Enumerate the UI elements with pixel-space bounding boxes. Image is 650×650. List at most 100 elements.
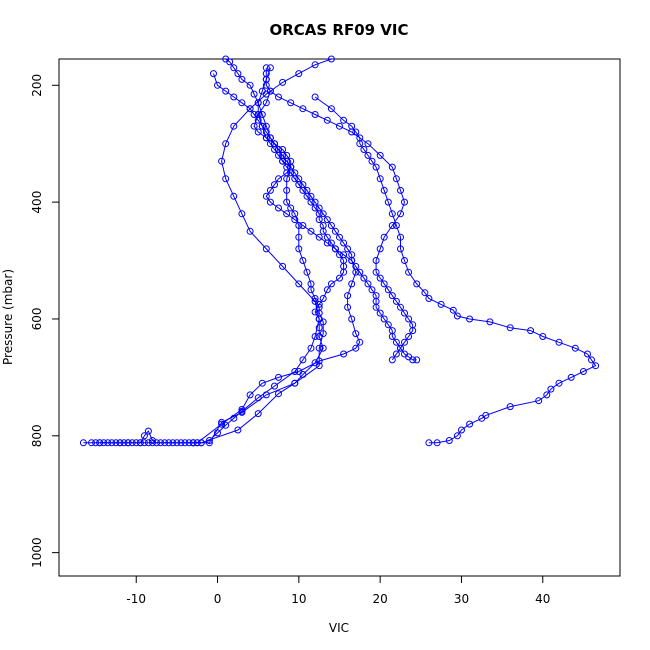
data-point — [380, 315, 388, 323]
data-point — [409, 321, 417, 329]
data-point — [368, 157, 376, 165]
data-point — [279, 262, 287, 270]
data-point — [311, 93, 319, 101]
data-point — [360, 146, 368, 153]
data-point — [303, 186, 311, 194]
data-point — [384, 198, 392, 206]
data-point — [230, 192, 238, 200]
data-point — [128, 439, 136, 447]
data-point — [356, 338, 364, 346]
data-point — [124, 439, 132, 447]
data-point — [380, 186, 388, 194]
data-point — [315, 315, 323, 323]
data-point — [340, 116, 348, 124]
series — [193, 87, 364, 447]
data-point — [384, 286, 392, 294]
data-point — [214, 81, 221, 89]
data-point — [92, 439, 100, 447]
data-point — [238, 75, 246, 83]
data-point — [376, 175, 384, 183]
data-point — [262, 192, 270, 200]
data-point — [234, 70, 242, 78]
data-point — [405, 268, 413, 276]
data-point — [266, 198, 274, 206]
data-point — [266, 186, 274, 194]
data-point — [433, 439, 441, 447]
data-point — [315, 300, 323, 308]
data-point — [315, 233, 323, 241]
data-point — [96, 439, 104, 447]
x-axis: -10 0 10 20 30 40 — [126, 576, 550, 606]
series-line — [83, 58, 332, 444]
data-point — [331, 245, 339, 253]
data-point — [315, 333, 323, 340]
data-point — [356, 268, 364, 276]
data-point — [401, 198, 408, 206]
data-point — [401, 309, 408, 317]
data-point — [222, 55, 230, 63]
series-line — [196, 90, 361, 444]
data-point — [352, 330, 360, 338]
data-point — [144, 427, 152, 435]
data-point — [401, 257, 408, 264]
data-point — [579, 368, 587, 375]
x-tick-label: 10 — [291, 592, 306, 606]
data-point — [405, 333, 413, 340]
series — [311, 93, 600, 447]
data-point — [283, 186, 291, 194]
data-point — [336, 233, 343, 241]
data-point — [364, 151, 372, 159]
data-point — [307, 280, 315, 288]
data-point — [401, 338, 408, 346]
data-point — [271, 181, 278, 189]
data-point — [336, 122, 343, 130]
data-point — [315, 357, 323, 365]
data-point — [388, 356, 396, 364]
y-axis: 200 400 600 800 1000 — [30, 74, 59, 568]
data-point — [287, 163, 295, 171]
data-point — [323, 116, 331, 124]
data-point — [262, 99, 270, 107]
y-tick-label: 600 — [30, 308, 44, 331]
data-point — [319, 344, 327, 352]
data-point — [79, 439, 87, 447]
data-point — [258, 87, 266, 95]
data-point — [307, 227, 315, 235]
data-point — [279, 151, 287, 159]
data-point — [246, 81, 254, 89]
data-point — [425, 295, 433, 302]
data-point — [271, 382, 278, 390]
data-point — [283, 169, 291, 177]
data-point — [254, 99, 262, 107]
data-point — [376, 309, 384, 317]
data-point — [283, 210, 291, 218]
data-point — [275, 93, 282, 101]
data-point — [348, 315, 356, 323]
data-point — [275, 146, 282, 153]
data-point — [584, 350, 591, 358]
data-point — [506, 403, 514, 411]
data-point — [555, 338, 563, 346]
data-point — [348, 280, 356, 288]
data-point — [144, 439, 152, 447]
data-point — [588, 356, 595, 364]
data-point — [336, 274, 343, 282]
data-point — [506, 324, 514, 332]
data-point — [275, 373, 282, 381]
data-point — [230, 122, 238, 130]
data-point — [254, 116, 262, 124]
data-point — [331, 227, 339, 235]
data-point — [344, 303, 352, 311]
data-point — [466, 315, 474, 323]
data-point — [340, 251, 348, 259]
data-point — [348, 251, 356, 259]
data-point — [372, 163, 380, 171]
data-point — [250, 111, 258, 118]
data-point — [352, 344, 360, 352]
data-point — [356, 134, 364, 142]
data-point — [376, 245, 384, 253]
data-point — [405, 315, 413, 323]
data-point — [323, 216, 331, 224]
data-point — [311, 359, 319, 367]
data-point — [230, 93, 238, 101]
